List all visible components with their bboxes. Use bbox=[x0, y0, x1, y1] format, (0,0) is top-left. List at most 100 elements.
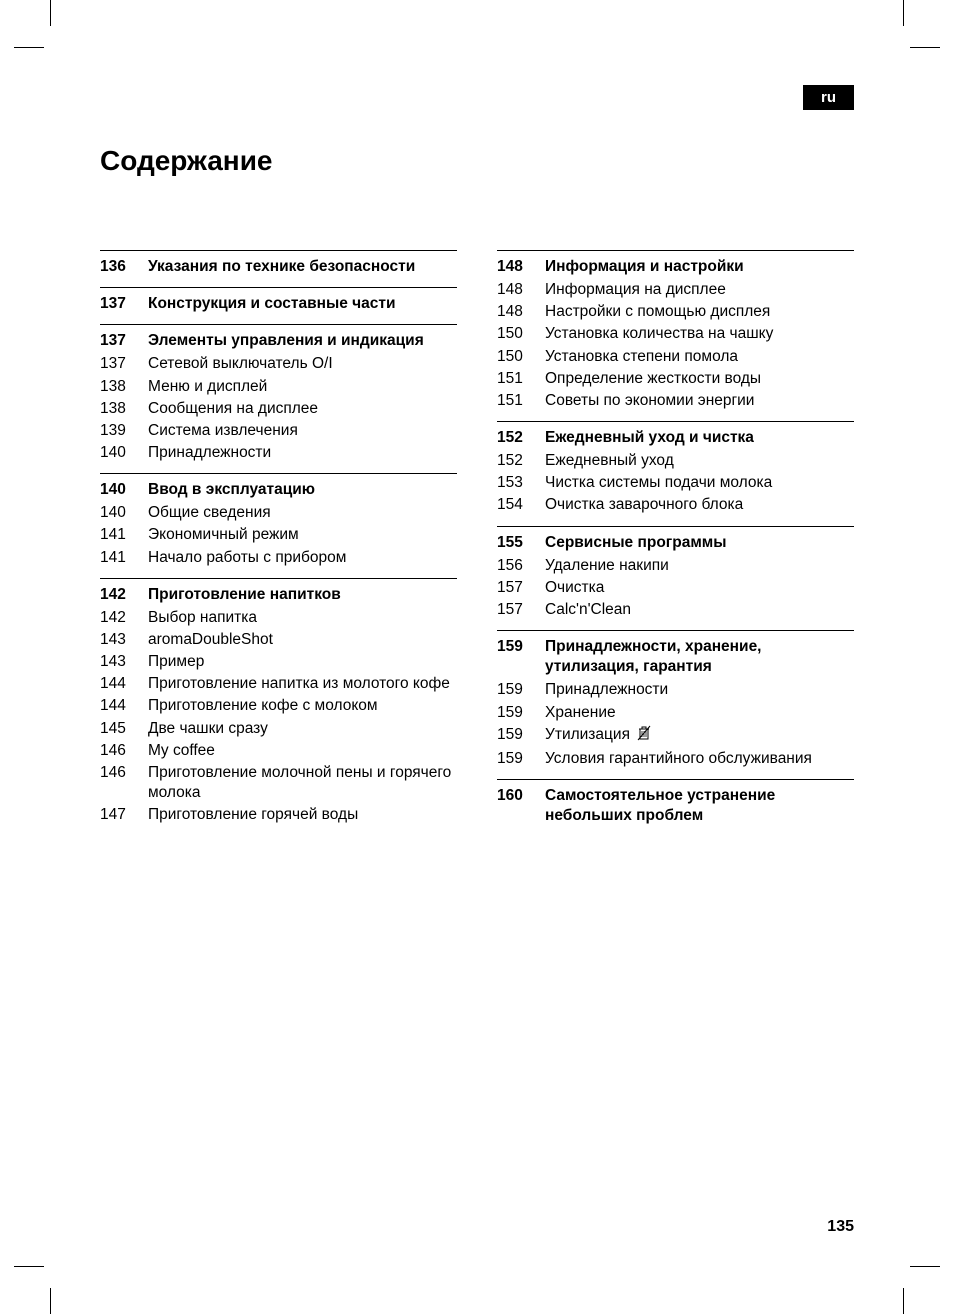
toc-item-page: 138 bbox=[100, 399, 148, 419]
toc-section: 148Информация и настройки148Информация н… bbox=[497, 250, 854, 411]
toc-item-page: 154 bbox=[497, 495, 545, 515]
toc-item-page: 159 bbox=[497, 703, 545, 723]
toc-item-text: Сообщения на дисплее bbox=[148, 399, 457, 419]
toc-item-page: 159 bbox=[497, 680, 545, 700]
toc-heading-text: Самостоятельное устранение небольших про… bbox=[545, 786, 854, 826]
toc-item-row: 150Установка количества на чашку bbox=[497, 324, 854, 344]
toc-item-row: 151Советы по экономии энергии bbox=[497, 391, 854, 411]
toc-heading-text: Элементы управления и индикация bbox=[148, 331, 457, 351]
toc-item-page: 151 bbox=[497, 391, 545, 411]
toc-item-text: Настройки с помощью дисплея bbox=[545, 302, 854, 322]
toc-item-text: Ежедневный уход bbox=[545, 451, 854, 471]
toc-heading-page: 136 bbox=[100, 257, 148, 277]
toc-heading-text: Информация и настройки bbox=[545, 257, 854, 277]
toc-item-row: 159Утилизация bbox=[497, 725, 854, 747]
toc-item-page: 141 bbox=[100, 548, 148, 568]
disposal-icon bbox=[637, 725, 651, 747]
toc-heading-row: 160Самостоятельное устранение небольших … bbox=[497, 786, 854, 826]
toc-item-row: 150Установка степени помола bbox=[497, 347, 854, 367]
toc-item-row: 153Чистка системы подачи молока bbox=[497, 473, 854, 493]
toc-item-row: 144Приготовление кофе с молоком bbox=[100, 696, 457, 716]
language-badge: ru bbox=[803, 85, 854, 110]
toc-item-page: 147 bbox=[100, 805, 148, 825]
toc-heading-text: Приготовление напитков bbox=[148, 585, 457, 605]
toc-item-text: Утилизация bbox=[545, 725, 854, 747]
toc-item-text: Установка количества на чашку bbox=[545, 324, 854, 344]
toc-item-text: Приготовление горячей воды bbox=[148, 805, 457, 825]
toc-item-text: Установка степени помола bbox=[545, 347, 854, 367]
toc-item-text: Сетевой выключатель O/I bbox=[148, 354, 457, 374]
toc-item-page: 151 bbox=[497, 369, 545, 389]
toc-section: 140Ввод в эксплуатацию140Общие сведения1… bbox=[100, 473, 457, 568]
toc-heading-row: 159Принадлежности, хранение, утилизация,… bbox=[497, 637, 854, 677]
toc-item-row: 145Две чашки сразу bbox=[100, 719, 457, 739]
toc-item-page: 140 bbox=[100, 443, 148, 463]
toc-item-page: 141 bbox=[100, 525, 148, 545]
toc-item-text: Определение жесткости воды bbox=[545, 369, 854, 389]
toc-heading-page: 137 bbox=[100, 331, 148, 351]
toc-item-text: Calc'n'Clean bbox=[545, 600, 854, 620]
toc-item-text: Хранение bbox=[545, 703, 854, 723]
toc-item-row: 159Принадлежности bbox=[497, 680, 854, 700]
toc-section: 137Элементы управления и индикация137Сет… bbox=[100, 324, 457, 463]
toc-item-page: 159 bbox=[497, 725, 545, 745]
toc-item-text: Экономичный режим bbox=[148, 525, 457, 545]
toc-section: 155Сервисные программы156Удаление накипи… bbox=[497, 526, 854, 621]
toc-heading-page: 159 bbox=[497, 637, 545, 657]
toc-item-text: Система извлечения bbox=[148, 421, 457, 441]
toc-item-page: 137 bbox=[100, 354, 148, 374]
toc-item-row: 152Ежедневный уход bbox=[497, 451, 854, 471]
toc-item-page: 148 bbox=[497, 280, 545, 300]
toc-heading-row: 136Указания по технике безопасности bbox=[100, 257, 457, 277]
toc-section: 142Приготовление напитков142Выбор напитк… bbox=[100, 578, 457, 826]
toc-heading-page: 160 bbox=[497, 786, 545, 806]
crop-mark bbox=[14, 47, 44, 48]
crop-mark bbox=[910, 47, 940, 48]
toc-item-text: Принадлежности bbox=[545, 680, 854, 700]
toc-item-row: 146My coffee bbox=[100, 741, 457, 761]
toc-item-row: 157Calc'n'Clean bbox=[497, 600, 854, 620]
toc-item-page: 146 bbox=[100, 763, 148, 783]
toc-item-row: 157Очистка bbox=[497, 578, 854, 598]
toc-heading-text: Указания по технике безопасности bbox=[148, 257, 457, 277]
toc-item-text: Информация на дисплее bbox=[545, 280, 854, 300]
crop-mark bbox=[14, 1266, 44, 1267]
toc-item-text: My coffee bbox=[148, 741, 457, 761]
toc-item-page: 145 bbox=[100, 719, 148, 739]
toc-item-row: 143aromaDoubleShot bbox=[100, 630, 457, 650]
toc-item-text: Приготовление кофе с молоком bbox=[148, 696, 457, 716]
toc-item-row: 154Очистка заварочного блока bbox=[497, 495, 854, 515]
crop-mark bbox=[910, 1266, 940, 1267]
toc-heading-text: Ежедневный уход и чистка bbox=[545, 428, 854, 448]
crop-mark bbox=[903, 1288, 904, 1314]
toc-section: 160Самостоятельное устранение небольших … bbox=[497, 779, 854, 826]
toc-item-row: 156Удаление накипи bbox=[497, 556, 854, 576]
toc-item-page: 152 bbox=[497, 451, 545, 471]
toc-item-page: 159 bbox=[497, 749, 545, 769]
toc-item-text: Начало работы с прибором bbox=[148, 548, 457, 568]
toc-item-text: Общие сведения bbox=[148, 503, 457, 523]
toc-item-row: 139Система извлечения bbox=[100, 421, 457, 441]
toc-item-page: 157 bbox=[497, 578, 545, 598]
toc-item-page: 144 bbox=[100, 674, 148, 694]
toc-item-text: Очистка bbox=[545, 578, 854, 598]
toc-heading-page: 155 bbox=[497, 533, 545, 553]
toc-item-page: 143 bbox=[100, 630, 148, 650]
toc-left-column: 136Указания по технике безопасности137Ко… bbox=[100, 250, 457, 836]
toc-item-text: Выбор напитка bbox=[148, 608, 457, 628]
toc-item-page: 144 bbox=[100, 696, 148, 716]
toc-item-page: 156 bbox=[497, 556, 545, 576]
toc-item-row: 138Меню и дисплей bbox=[100, 377, 457, 397]
toc-item-text: Принадлежности bbox=[148, 443, 457, 463]
toc-item-page: 148 bbox=[497, 302, 545, 322]
toc-item-text: aromaDoubleShot bbox=[148, 630, 457, 650]
toc-item-row: 144Приготовление напитка из молотого коф… bbox=[100, 674, 457, 694]
toc-item-text: Две чашки сразу bbox=[148, 719, 457, 739]
toc-item-text: Пример bbox=[148, 652, 457, 672]
page-title: Содержание bbox=[100, 145, 273, 177]
toc-item-row: 148Настройки с помощью дисплея bbox=[497, 302, 854, 322]
toc-item-row: 140Принадлежности bbox=[100, 443, 457, 463]
toc-section: 159Принадлежности, хранение, утилизация,… bbox=[497, 630, 854, 769]
toc-item-page: 142 bbox=[100, 608, 148, 628]
toc-item-text: Приготовление молочной пены и горячего м… bbox=[148, 763, 457, 803]
